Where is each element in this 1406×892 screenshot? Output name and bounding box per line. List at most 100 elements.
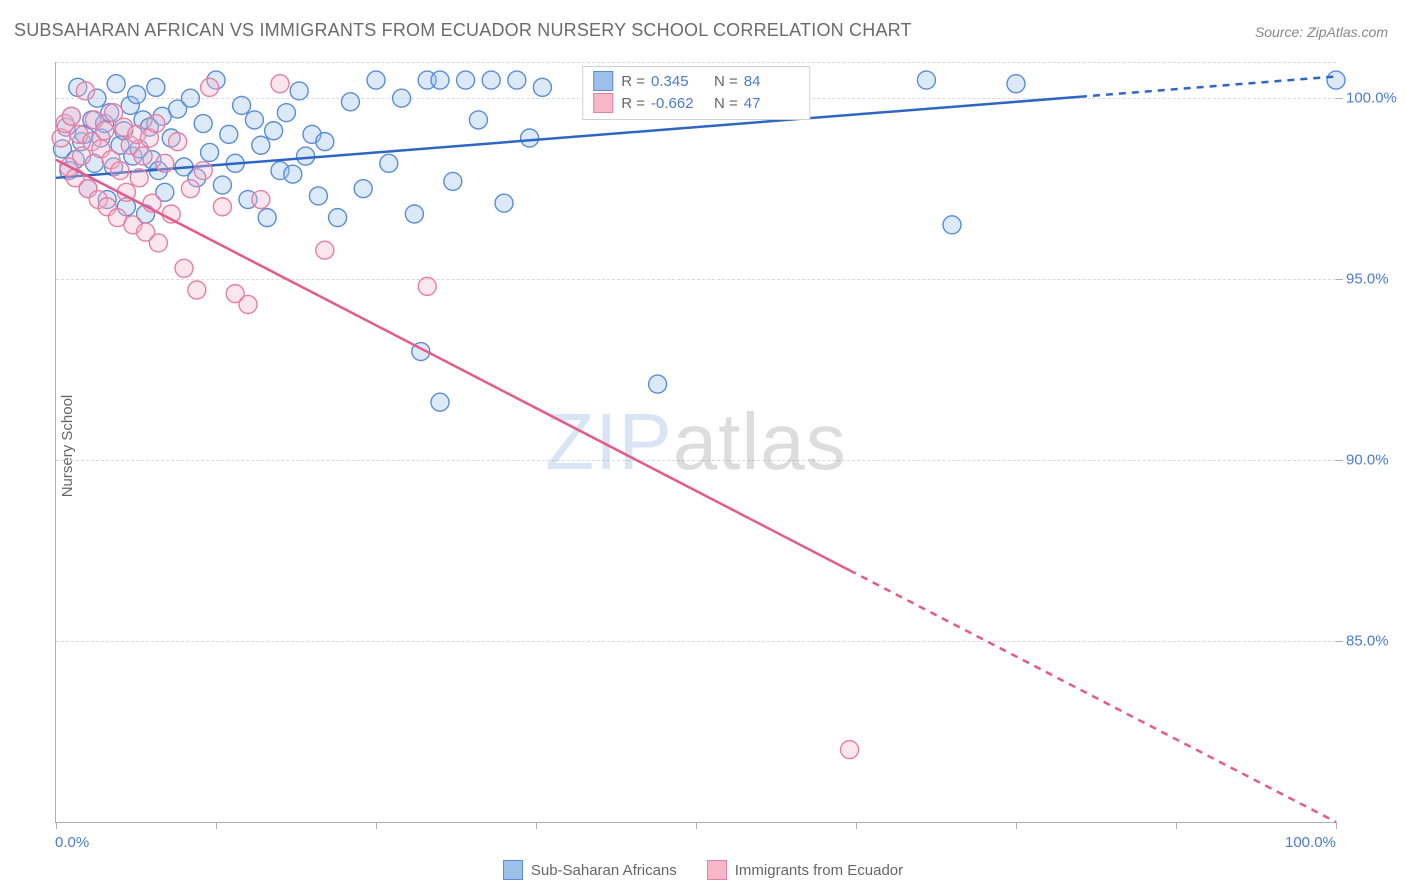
data-point-ecu <box>175 259 193 277</box>
data-point-ecu <box>134 147 152 165</box>
data-point-ssa <box>482 71 500 89</box>
r-label-ecu: R = <box>621 95 645 112</box>
data-point-ecu <box>111 162 129 180</box>
data-point-ssa <box>431 71 449 89</box>
n-value-ssa: 84 <box>744 73 799 90</box>
data-point-ecu <box>418 277 436 295</box>
x-axis-min-label: 0.0% <box>55 834 89 851</box>
x-tick <box>536 822 537 829</box>
scatter-svg <box>56 62 1336 822</box>
data-point-ssa <box>194 115 212 133</box>
data-point-ssa <box>290 82 308 100</box>
legend-swatch-ssa <box>593 71 613 91</box>
data-point-ssa <box>309 187 327 205</box>
data-point-ssa <box>147 78 165 96</box>
chart-title: SUBSAHARAN AFRICAN VS IMMIGRANTS FROM EC… <box>14 20 912 41</box>
data-point-ssa <box>245 111 263 129</box>
data-point-ecu <box>841 741 859 759</box>
legend-swatch-icon <box>503 860 523 880</box>
legend-swatch-icon <box>707 860 727 880</box>
r-value-ssa: 0.345 <box>651 73 706 90</box>
data-point-ssa <box>220 125 238 143</box>
data-point-ssa <box>252 136 270 154</box>
series-legend: Sub-Saharan Africans Immigrants from Ecu… <box>0 860 1406 880</box>
data-point-ecu <box>316 241 334 259</box>
x-tick <box>856 822 857 829</box>
data-point-ssa <box>495 194 513 212</box>
legend-row-ssa: R = 0.345 N = 84 <box>593 70 799 92</box>
correlation-legend: R = 0.345 N = 84 R = -0.662 N = 47 <box>582 66 810 120</box>
data-point-ssa <box>393 89 411 107</box>
data-point-ecu <box>239 295 257 313</box>
data-point-ecu <box>62 107 80 125</box>
y-tick <box>1336 460 1343 461</box>
data-point-ssa <box>258 209 276 227</box>
data-point-ssa <box>431 393 449 411</box>
data-point-ssa <box>297 147 315 165</box>
source-attribution: Source: ZipAtlas.com <box>1255 24 1388 40</box>
data-point-ssa <box>469 111 487 129</box>
data-point-ecu <box>96 122 114 140</box>
data-point-ecu <box>147 115 165 133</box>
x-tick <box>1016 822 1017 829</box>
n-value-ecu: 47 <box>744 95 799 112</box>
x-tick <box>216 822 217 829</box>
data-point-ssa <box>1327 71 1345 89</box>
legend-item-ssa: Sub-Saharan Africans <box>503 860 677 880</box>
data-point-ssa <box>367 71 385 89</box>
data-point-ssa <box>329 209 347 227</box>
data-point-ecu <box>188 281 206 299</box>
data-point-ecu <box>252 191 270 209</box>
data-point-ssa <box>649 375 667 393</box>
data-point-ssa <box>444 172 462 190</box>
data-point-ssa <box>181 89 199 107</box>
data-point-ecu <box>201 78 219 96</box>
data-point-ssa <box>380 154 398 172</box>
n-label-ssa: N = <box>714 73 738 90</box>
data-point-ecu <box>181 180 199 198</box>
x-tick <box>1336 822 1337 829</box>
data-point-ecu <box>149 234 167 252</box>
data-point-ssa <box>213 176 231 194</box>
y-tick-label: 95.0% <box>1346 271 1406 288</box>
n-label-ecu: N = <box>714 95 738 112</box>
trend-line-dashed-ssa <box>1080 76 1336 96</box>
data-point-ssa <box>521 129 539 147</box>
data-point-ssa <box>354 180 372 198</box>
r-label-ssa: R = <box>621 73 645 90</box>
data-point-ssa <box>917 71 935 89</box>
data-point-ssa <box>277 104 295 122</box>
data-point-ecu <box>130 169 148 187</box>
legend-item-ecu: Immigrants from Ecuador <box>707 860 903 880</box>
legend-row-ecu: R = -0.662 N = 47 <box>593 92 799 114</box>
y-tick <box>1336 98 1343 99</box>
data-point-ssa <box>316 133 334 151</box>
data-point-ssa <box>405 205 423 223</box>
data-point-ssa <box>233 96 251 114</box>
data-point-ssa <box>457 71 475 89</box>
data-point-ssa <box>284 165 302 183</box>
data-point-ssa <box>107 75 125 93</box>
legend-label-ecu: Immigrants from Ecuador <box>735 862 903 879</box>
data-point-ssa <box>508 71 526 89</box>
y-tick <box>1336 279 1343 280</box>
data-point-ecu <box>169 133 187 151</box>
data-point-ecu <box>76 82 94 100</box>
y-tick-label: 100.0% <box>1346 90 1406 107</box>
data-point-ssa <box>943 216 961 234</box>
trend-line-ecu <box>56 160 850 571</box>
chart-container: SUBSAHARAN AFRICAN VS IMMIGRANTS FROM EC… <box>0 0 1406 892</box>
x-tick <box>696 822 697 829</box>
data-point-ssa <box>341 93 359 111</box>
r-value-ecu: -0.662 <box>651 95 706 112</box>
data-point-ssa <box>265 122 283 140</box>
x-axis-max-label: 100.0% <box>1285 834 1336 851</box>
x-tick <box>1176 822 1177 829</box>
plot-area: ZIPatlas R = 0.345 N = 84 R = -0.662 N =… <box>55 62 1336 823</box>
x-tick <box>56 822 57 829</box>
data-point-ssa <box>533 78 551 96</box>
x-tick <box>376 822 377 829</box>
data-point-ecu <box>271 75 289 93</box>
legend-swatch-ecu <box>593 93 613 113</box>
data-point-ecu <box>213 198 231 216</box>
